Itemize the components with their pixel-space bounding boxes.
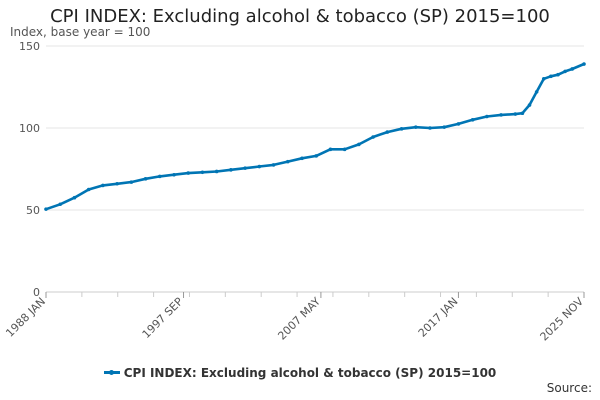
data-point bbox=[413, 125, 418, 129]
legend[interactable]: CPI INDEX: Excluding alcohol & tobacco (… bbox=[0, 366, 600, 380]
x-tick-label: 1997 SEP bbox=[140, 295, 186, 341]
data-point bbox=[257, 164, 262, 169]
data-point bbox=[300, 156, 304, 161]
data-point bbox=[115, 181, 119, 186]
data-point bbox=[556, 72, 560, 77]
data-point bbox=[271, 163, 276, 167]
data-point bbox=[285, 159, 290, 164]
data-point bbox=[549, 74, 553, 79]
data-point bbox=[428, 126, 432, 130]
x-tick-label: 2025 NOV bbox=[538, 295, 587, 344]
data-point bbox=[172, 172, 176, 177]
x-tick-label: 2017 JAN bbox=[416, 295, 461, 340]
data-point bbox=[214, 169, 219, 174]
data-point bbox=[44, 207, 48, 211]
data-point bbox=[513, 112, 518, 116]
data-point bbox=[499, 113, 503, 117]
data-point bbox=[129, 180, 134, 184]
data-point bbox=[442, 125, 447, 129]
data-point bbox=[86, 187, 91, 192]
x-tick-label: 2007 MAY bbox=[275, 295, 323, 343]
data-point bbox=[470, 118, 475, 122]
data-point bbox=[385, 130, 390, 134]
data-point bbox=[399, 127, 404, 131]
data-point bbox=[520, 111, 525, 116]
series-line bbox=[44, 62, 586, 211]
data-point bbox=[314, 154, 319, 158]
data-point bbox=[582, 62, 586, 66]
y-axis-label: Index, base year = 100 bbox=[10, 25, 151, 39]
y-tick-label: 100 bbox=[19, 122, 40, 135]
data-point bbox=[342, 147, 347, 152]
data-point bbox=[534, 90, 539, 94]
chart-title: CPI INDEX: Excluding alcohol & tobacco (… bbox=[50, 6, 550, 27]
data-point bbox=[485, 114, 489, 119]
data-point bbox=[243, 166, 247, 170]
data-point bbox=[200, 170, 205, 175]
data-point bbox=[157, 174, 162, 179]
legend-line-icon bbox=[103, 370, 120, 375]
data-point bbox=[570, 67, 574, 71]
data-point bbox=[527, 103, 532, 107]
data-point bbox=[563, 69, 567, 74]
data-point bbox=[186, 171, 191, 175]
data-point bbox=[72, 195, 77, 200]
legend-label: CPI INDEX: Excluding alcohol & tobacco (… bbox=[123, 366, 497, 380]
data-point bbox=[58, 202, 63, 207]
data-point bbox=[143, 177, 148, 181]
data-point bbox=[229, 168, 233, 172]
y-tick-label: 50 bbox=[26, 204, 40, 217]
data-point bbox=[541, 77, 546, 81]
data-point bbox=[456, 122, 461, 126]
source-label: Source: bbox=[546, 381, 592, 395]
data-point bbox=[101, 183, 105, 188]
x-tick-label: 1988 JAN bbox=[3, 295, 48, 340]
data-point bbox=[357, 142, 361, 147]
y-tick-label: 150 bbox=[19, 40, 40, 53]
data-point bbox=[328, 147, 333, 152]
y-tick-label: 0 bbox=[33, 286, 40, 299]
legend-dot-icon bbox=[108, 370, 114, 375]
data-point bbox=[371, 135, 375, 139]
